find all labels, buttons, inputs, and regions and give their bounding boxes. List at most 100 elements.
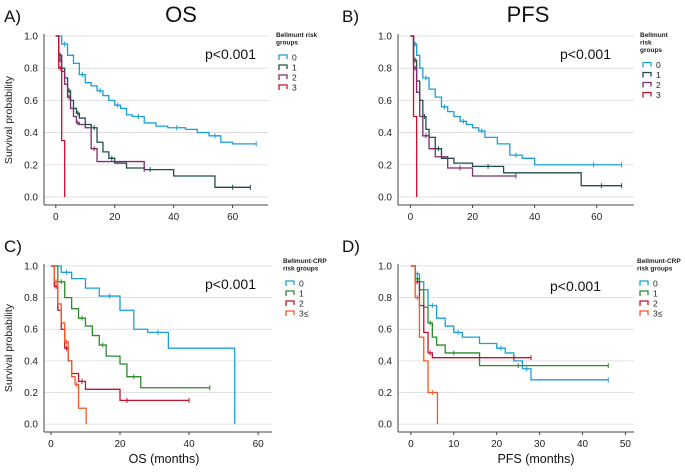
legend-swatch-1 xyxy=(639,290,649,296)
x-tick-label: 0 xyxy=(53,212,59,223)
panel-a: 0.00.20.40.60.81.00 20 40 60A) OSp<0.001Surv… xyxy=(3,2,318,223)
km-curve-group-2 xyxy=(410,265,532,359)
x-tick-label: 60 xyxy=(253,439,265,450)
y-tick-label: 1.0 xyxy=(24,262,38,273)
x-tick-label: 60 xyxy=(227,212,239,223)
legend-title: risk groups xyxy=(637,266,673,273)
legend-item-label: 1 xyxy=(292,63,297,73)
p-value: p<0.001 xyxy=(205,46,256,62)
x-axis-title: PFS (months) xyxy=(497,452,574,466)
legend-item-label: 3≤ xyxy=(653,309,663,319)
legend-item-label: 2 xyxy=(653,299,658,309)
km-curve-group-1 xyxy=(410,35,622,187)
legend-title: risk groups xyxy=(283,266,319,273)
y-tick-label: 0.4 xyxy=(378,356,392,367)
y-tick-label: 0.8 xyxy=(24,64,38,75)
y-tick-label: 0.6 xyxy=(24,325,38,336)
panel-c: 0.00.20.40.60.81.00 20 40 60C)p<0.001Surviv… xyxy=(3,237,327,466)
km-curve-group-1 xyxy=(50,265,210,389)
y-tick-label: 0.4 xyxy=(24,356,38,367)
legend-swatch-3 xyxy=(278,84,288,90)
legend-swatch-3 xyxy=(639,310,649,316)
legend-swatch-0 xyxy=(285,280,295,286)
x-tick-label: 30 xyxy=(534,439,546,450)
y-tick-label: 0.2 xyxy=(378,388,392,399)
p-value: p<0.001 xyxy=(560,46,611,62)
x-tick-label: 60 xyxy=(591,212,603,223)
y-tick-label: 0.4 xyxy=(24,128,38,139)
y-tick-label: 0.4 xyxy=(378,128,392,139)
km-curve-group-3 xyxy=(410,35,418,197)
y-tick-label: 0.0 xyxy=(24,192,38,203)
legend-item-label: 1 xyxy=(299,289,304,299)
legend-swatch-2 xyxy=(278,74,288,80)
x-tick-label: 40 xyxy=(529,212,541,223)
legend-item-label: 0 xyxy=(653,279,658,289)
p-value: p<0.001 xyxy=(550,278,601,294)
km-curve-group-3 xyxy=(410,265,439,425)
legend-swatch-0 xyxy=(642,61,652,68)
km-curve-group-3 xyxy=(50,265,87,425)
x-axis-title: OS (months) xyxy=(129,452,200,466)
km-curve-group-2 xyxy=(55,35,145,170)
y-tick-label: 0.8 xyxy=(24,293,38,304)
km-curve-group-0 xyxy=(50,265,236,425)
legend-swatch-3 xyxy=(285,310,295,316)
legend-item-label: 1 xyxy=(656,70,661,80)
x-tick-label: 20 xyxy=(109,212,121,223)
legend-item-label: 3 xyxy=(292,83,297,93)
legend-item-label: 0 xyxy=(292,53,297,63)
legend-item-label: 3 xyxy=(656,90,661,100)
legend-swatch-1 xyxy=(642,71,652,78)
legend-item-label: 0 xyxy=(299,279,304,289)
legend-item-label: 0 xyxy=(656,60,661,70)
legend-swatch-0 xyxy=(278,54,288,60)
legend-swatch-3 xyxy=(642,91,652,98)
y-axis-title: Survival probability xyxy=(3,75,15,164)
x-tick-label: 20 xyxy=(114,439,126,450)
legend-item-label: 3≤ xyxy=(299,309,309,319)
legend-item-label: 2 xyxy=(292,73,297,83)
y-tick-label: 0.0 xyxy=(378,192,392,203)
panel-title: OS xyxy=(165,2,197,27)
x-tick-label: 0 xyxy=(408,439,414,450)
x-tick-label: 20 xyxy=(491,439,503,450)
x-tick-label: 0 xyxy=(48,439,54,450)
legend-title: Bellmunt xyxy=(640,32,669,39)
legend-title: Bellmunt-CRP xyxy=(637,258,681,265)
legend-item-label: 1 xyxy=(653,289,658,299)
x-tick-label: 10 xyxy=(448,439,460,450)
y-tick-label: 0.2 xyxy=(24,388,38,399)
legend-item-label: 2 xyxy=(299,299,304,309)
y-tick-label: 1.0 xyxy=(378,262,392,273)
panel-label: A) xyxy=(4,7,21,26)
legend-item-label: 2 xyxy=(656,80,661,90)
panel-d: 0.00.20.40.60.81.00 10 20 30 40 50D)p<0.001PF… xyxy=(342,237,681,466)
legend-swatch-2 xyxy=(642,81,652,88)
legend-swatch-2 xyxy=(639,300,649,306)
y-tick-label: 0.6 xyxy=(378,325,392,336)
x-tick-label: 50 xyxy=(620,439,632,450)
x-tick-label: 40 xyxy=(184,439,196,450)
y-tick-label: 1.0 xyxy=(24,32,38,43)
y-tick-label: 0.6 xyxy=(24,96,38,107)
p-value: p<0.001 xyxy=(205,276,256,292)
panel-label: D) xyxy=(342,237,360,256)
y-tick-label: 0.0 xyxy=(378,420,392,431)
y-tick-label: 0.0 xyxy=(24,420,38,431)
legend-title: groups xyxy=(276,40,298,47)
panel-label: C) xyxy=(4,237,22,256)
y-tick-label: 0.8 xyxy=(378,293,392,304)
y-tick-label: 1.0 xyxy=(378,32,392,43)
x-tick-label: 40 xyxy=(168,212,180,223)
legend-swatch-0 xyxy=(639,280,649,286)
km-curve-group-0 xyxy=(410,35,622,166)
km-curve-group-0 xyxy=(55,35,257,145)
km-curve-group-2 xyxy=(410,35,516,177)
y-tick-label: 0.8 xyxy=(378,64,392,75)
